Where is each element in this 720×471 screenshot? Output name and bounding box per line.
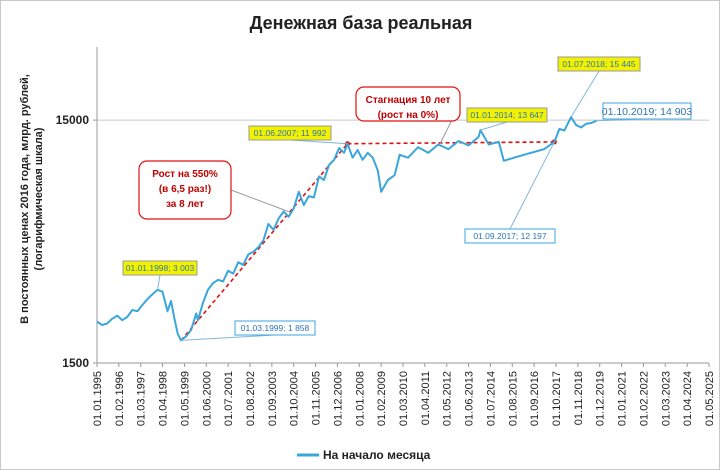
callout-box <box>248 125 332 141</box>
x-tick-label: 01.05.2025 <box>704 371 716 426</box>
annotation-text: за 8 лет <box>166 199 204 210</box>
x-tick-label: 01.05.2012 <box>442 371 454 426</box>
x-tick-label: 01.03.2023 <box>660 371 672 426</box>
x-tick-label: 01.02.2009 <box>376 371 388 426</box>
x-tick-label: 01.04.2024 <box>682 371 694 426</box>
x-tick-label: 01.09.2003 <box>267 371 279 426</box>
callout-label: 01.06.2007; 11 992 <box>254 128 327 138</box>
trend-line <box>347 141 555 145</box>
data-callout: 01.06.2007; 11 992 <box>248 125 348 145</box>
x-tick-label: 01.11.2018 <box>573 371 585 425</box>
callout-box <box>464 228 556 244</box>
annotation-text: (рост на 0%) <box>378 110 439 121</box>
x-tick-label: 01.12.2006 <box>332 371 344 426</box>
callout-label: 01.10.2019; 14 903 <box>602 106 693 118</box>
legend-label: На начало месяца <box>323 448 431 462</box>
callout-label: 01.01.1998; 3 003 <box>126 263 195 273</box>
data-callout: 01.03.1999; 1 858 <box>180 320 316 341</box>
annotation-text: Рост на 550% <box>152 169 218 180</box>
y-axis-label-line2: (логарифмическая шкала) <box>33 127 45 270</box>
annotation-leader <box>230 189 289 213</box>
data-callout: 01.07.2018; 15 445 <box>557 56 641 118</box>
x-tick-label: 01.07.2014 <box>485 371 497 426</box>
callout-label: 01.03.1999; 1 858 <box>241 323 310 333</box>
y-tick-label: 15000 <box>56 113 90 127</box>
x-tick-label: 01.02.1996 <box>114 371 126 426</box>
x-tick-label: 01.01.1995 <box>92 371 104 426</box>
data-callout: 01.01.2014; 13 647 <box>466 107 548 131</box>
callout-leader <box>509 141 555 230</box>
callout-leader <box>480 121 508 131</box>
x-tick-label: 01.07.2001 <box>223 371 235 426</box>
x-tick-label: 01.08.2002 <box>245 371 257 426</box>
x-tick-label: 01.11.2005 <box>311 371 323 425</box>
x-tick-label: 01.01.2021 <box>617 371 629 426</box>
x-tick-label: 01.12.2019 <box>595 371 607 426</box>
callout-leader <box>180 334 276 341</box>
x-tick-label: 01.09.2016 <box>529 371 541 426</box>
annotation-box <box>138 160 232 220</box>
annotation-box <box>355 86 461 122</box>
series-group <box>96 116 597 342</box>
annotation-note: Стагнация 10 лет (рост на 0%) <box>355 86 461 144</box>
x-tick-label: 01.05.1999 <box>179 371 191 426</box>
x-tick-label: 01.08.2015 <box>507 371 519 426</box>
callout-box <box>602 102 692 120</box>
legend: На начало месяца <box>297 448 431 462</box>
x-tick-label: 01.10.2017 <box>551 371 563 426</box>
x-tick-label: 01.10.2004 <box>289 371 301 426</box>
data-callout: 01.09.2017; 12 197 <box>464 141 556 244</box>
callout-label: 01.09.2017; 12 197 <box>473 231 547 241</box>
callout-leader <box>157 274 161 290</box>
y-tick-label: 1500 <box>62 356 89 370</box>
y-axis-label-line1: В постоянных ценах 2016 года, млрд. рубл… <box>19 74 31 324</box>
x-tick-label: 01.03.2010 <box>398 371 410 426</box>
callout-leader <box>289 139 348 145</box>
data-callout: 01.01.1998; 3 003 <box>122 260 198 290</box>
callout-label: 01.01.2014; 13 647 <box>470 110 544 120</box>
x-tick-label: 01.06.2000 <box>201 371 213 426</box>
annotations-group: Рост на 550% (в 6,5 раз!) за 8 лет Стагнаци… <box>138 86 461 220</box>
callout-leader <box>570 70 600 118</box>
callout-box <box>234 320 316 336</box>
x-tick-label: 01.04.2011 <box>420 371 432 425</box>
chart-title: Денежная база реальная <box>250 13 473 33</box>
callout-label: 01.07.2018; 15 445 <box>562 59 636 69</box>
callout-box <box>122 260 198 276</box>
trend-line <box>180 143 349 341</box>
x-tick-label: 01.06.2013 <box>464 371 476 426</box>
x-tick-label: 01.04.1998 <box>158 371 170 426</box>
callout-box <box>557 56 641 72</box>
callout-box <box>466 107 548 123</box>
data-callout: 01.10.2019; 14 903 <box>596 102 693 122</box>
x-tick-label: 01.01.2008 <box>354 371 366 426</box>
annotation-text: (в 6,5 раз!) <box>159 184 211 195</box>
x-tick-label: 01.03.1997 <box>136 371 148 426</box>
series-line <box>96 116 597 342</box>
annotation-note: Рост на 550% (в 6,5 раз!) за 8 лет <box>138 160 289 220</box>
x-tick-label: 01.02.2022 <box>638 371 650 426</box>
callouts-group: 01.01.1998; 3 003 01.03.1999; 1 858 01.06.… <box>122 56 693 341</box>
annotation-text: Стагнация 10 лет <box>366 95 451 106</box>
